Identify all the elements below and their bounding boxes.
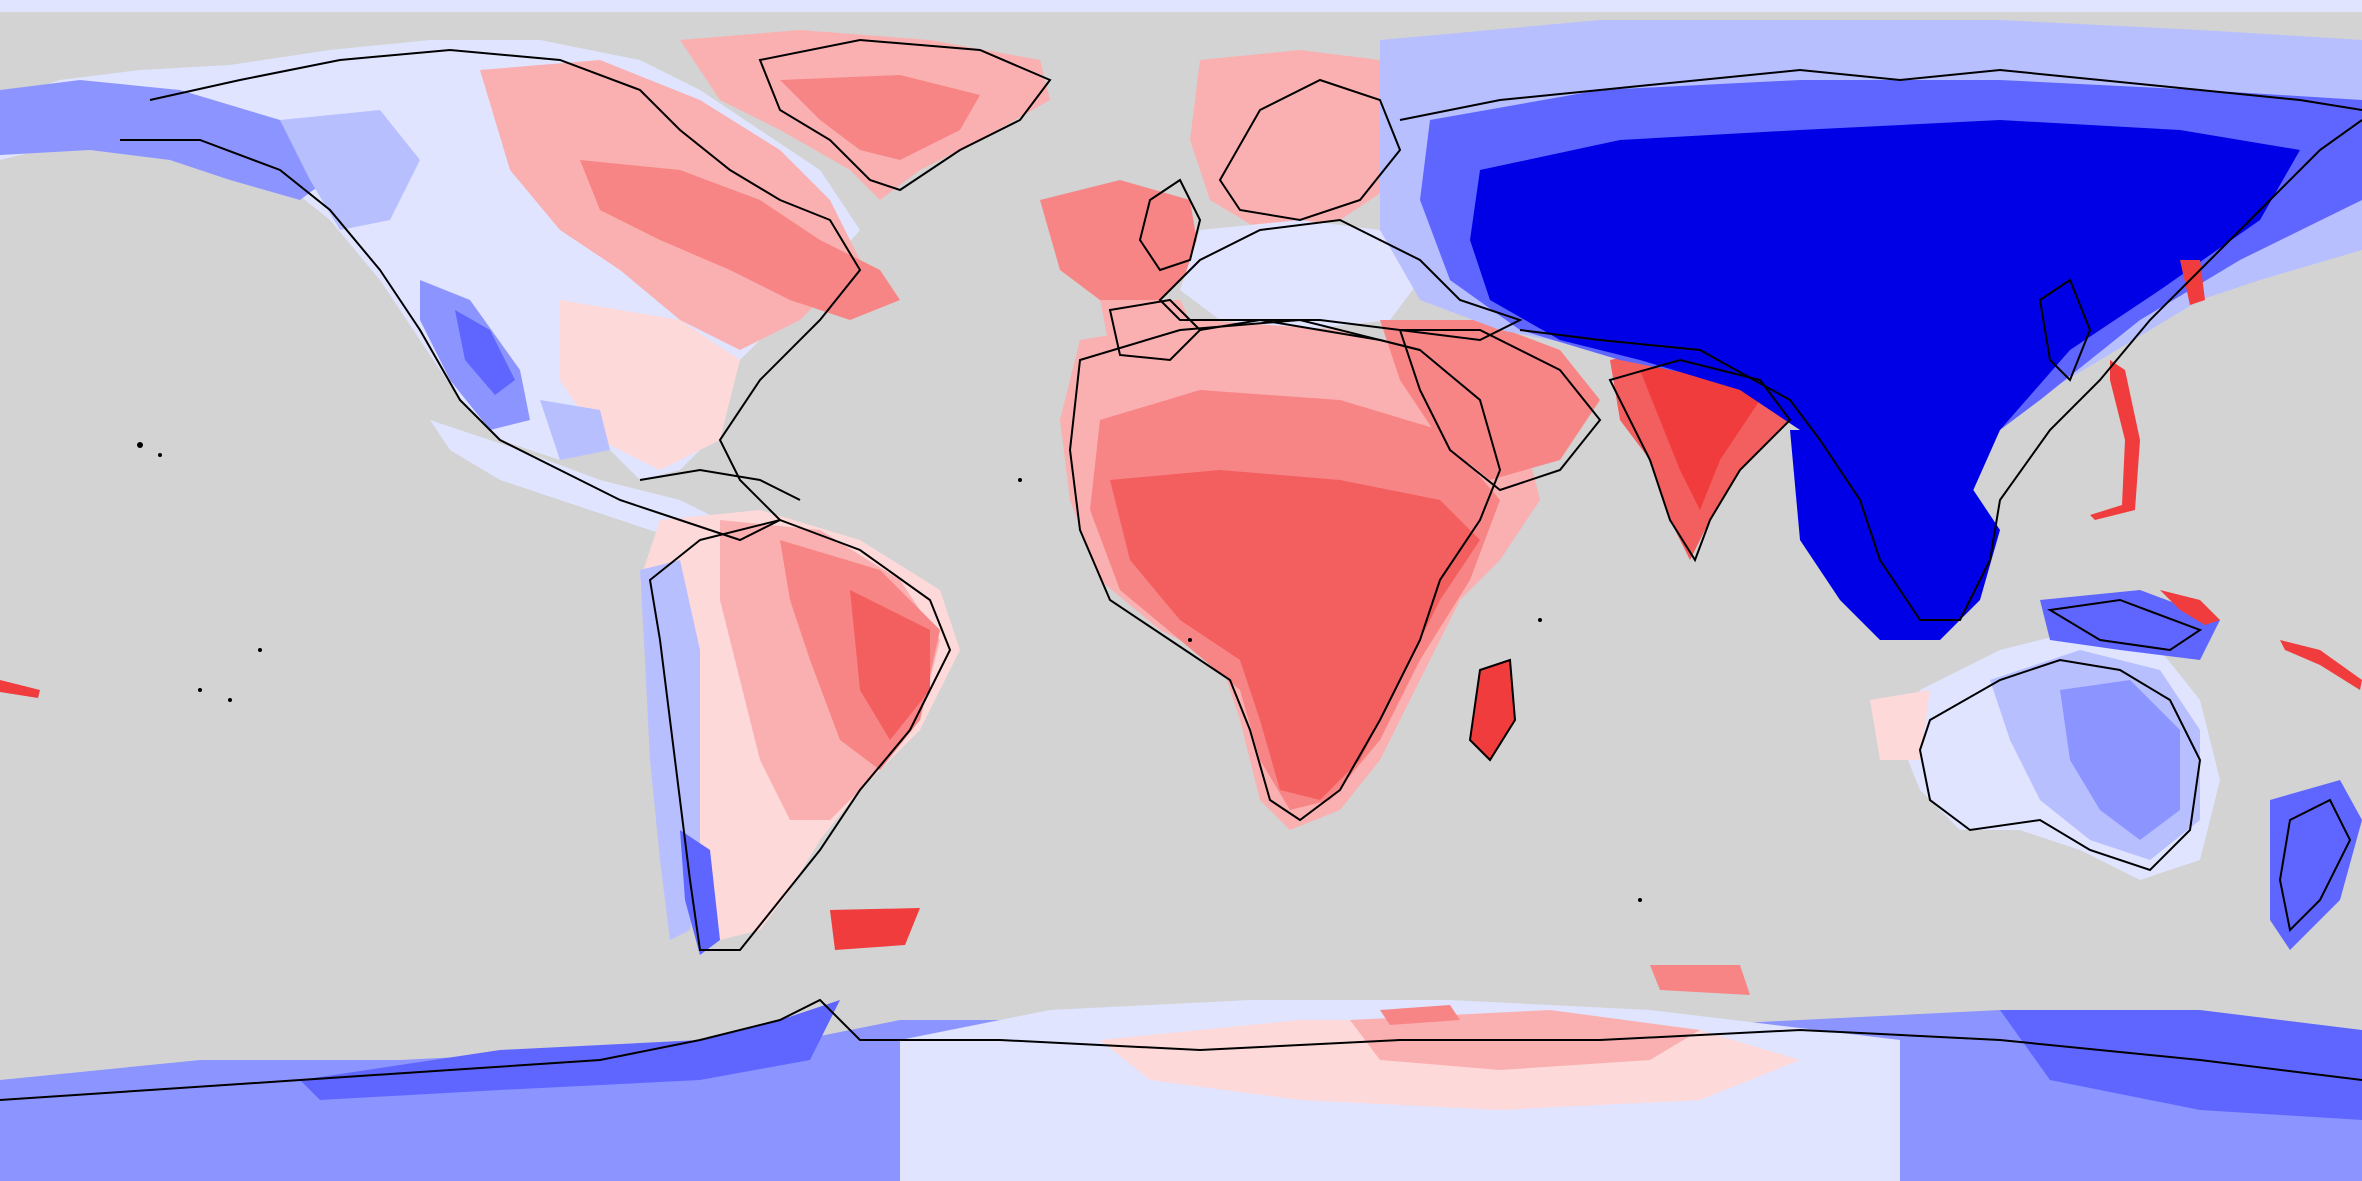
coastline-iberia	[1108, 298, 1202, 362]
fill-new-guinea	[2040, 590, 2220, 660]
coastline-north-america	[120, 48, 862, 542]
fill-indian-ocean-red	[1870, 690, 1930, 760]
fill-greenland-core	[780, 75, 980, 160]
coastline-scandinavia	[1218, 78, 1402, 222]
fill-madagascar	[1470, 660, 1515, 760]
coastline-new-guinea	[2047, 598, 2203, 652]
coastline-mediterranean	[1199, 318, 1421, 351]
coastline-siberia	[1399, 68, 2362, 121]
coastline-asia	[1519, 119, 2362, 621]
coastline-greenland	[758, 38, 1052, 192]
fill-australia-strong	[2060, 680, 2180, 840]
island-dot	[258, 648, 262, 652]
fill-island-arc-red	[2090, 360, 2140, 520]
region-antarctica	[0, 965, 2362, 1181]
coastlines	[0, 38, 2362, 1101]
coastline-japan	[2038, 278, 2092, 382]
coastline-caribbean	[639, 468, 801, 501]
coastline-madagascar	[1468, 658, 1517, 762]
fill-arctic-strip	[0, 0, 2362, 12]
fill-rockies-blue-core	[455, 310, 515, 395]
island-dot	[158, 453, 162, 457]
island-dot	[198, 688, 202, 692]
fill-us-east-red	[560, 300, 740, 470]
fill-canada-west-blue	[280, 110, 420, 230]
fill-se-asia-core	[1790, 430, 2000, 640]
region-asia	[1380, 20, 2362, 640]
fill-southern-ocean-red	[1650, 965, 1750, 995]
coastline-india	[1608, 358, 1792, 563]
island-dot	[1638, 898, 1642, 902]
fill-antarctica-west-blue	[300, 1000, 840, 1100]
fill-india-red-strong	[1640, 360, 1760, 510]
island-dot	[137, 442, 143, 448]
fill-africa-red-strong	[1110, 470, 1480, 800]
fill-falklands-red	[830, 908, 920, 950]
coastline-south-america	[648, 518, 952, 951]
fill-antarctic-coast-red	[1380, 1005, 1460, 1025]
coastline-antarctica	[0, 998, 2362, 1101]
fill-asia-core	[1470, 120, 2300, 620]
coastline-australia	[1918, 658, 2202, 872]
fill-pacific-arc-red	[2280, 640, 2362, 690]
fill-antarctica-east-blue	[2000, 1010, 2362, 1120]
fill-hawaii-red	[0, 680, 40, 698]
island-dot	[1188, 638, 1192, 642]
fill-brazil-red-strong	[850, 590, 930, 740]
fill-nz-arc-red	[2160, 590, 2220, 625]
coastline-new-zealand	[2278, 798, 2352, 933]
coastline-africa	[1068, 318, 1502, 822]
fill-gulf-highlight	[540, 400, 610, 460]
island-dot	[228, 698, 232, 702]
islands-scatter	[137, 442, 1642, 902]
island-dot	[1538, 618, 1542, 622]
coastline-uk	[1138, 178, 1202, 272]
island-dot	[1018, 478, 1022, 482]
coastline-arabia	[1398, 329, 1602, 492]
fill-europe-neutral	[1180, 220, 1420, 330]
fill-patagonia-blue	[680, 830, 720, 955]
fill-quebec-red	[580, 160, 900, 320]
fill-arabia-red	[1380, 320, 1600, 480]
fill-new-zealand	[2270, 780, 2362, 950]
coastline-europe	[1158, 218, 1523, 342]
region-africa	[1060, 320, 1540, 830]
